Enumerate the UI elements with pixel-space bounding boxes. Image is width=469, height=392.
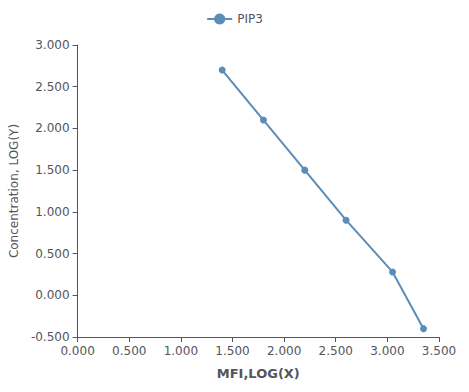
svg-text:3.000: 3.000 [35,38,69,52]
svg-text:1.500: 1.500 [35,163,69,177]
svg-text:0.500: 0.500 [35,247,69,261]
svg-text:2.500: 2.500 [35,80,69,94]
svg-text:MFI,LOG(X): MFI,LOG(X) [217,366,300,381]
svg-text:0.500: 0.500 [112,344,146,358]
svg-text:2.000: 2.000 [267,344,301,358]
svg-text:0.000: 0.000 [35,288,69,302]
svg-text:1.500: 1.500 [215,344,249,358]
svg-text:3.000: 3.000 [370,344,404,358]
svg-text:-0.500: -0.500 [31,330,70,344]
svg-text:1.000: 1.000 [164,344,198,358]
svg-text:0.000: 0.000 [60,344,94,358]
svg-text:Concentration, LOG(Y): Concentration, LOG(Y) [7,124,21,258]
svg-text:2.500: 2.500 [319,344,353,358]
svg-text:PIP3: PIP3 [237,12,263,26]
svg-text:2.000: 2.000 [35,121,69,135]
svg-text:3.500: 3.500 [422,344,456,358]
svg-text:1.000: 1.000 [35,205,69,219]
